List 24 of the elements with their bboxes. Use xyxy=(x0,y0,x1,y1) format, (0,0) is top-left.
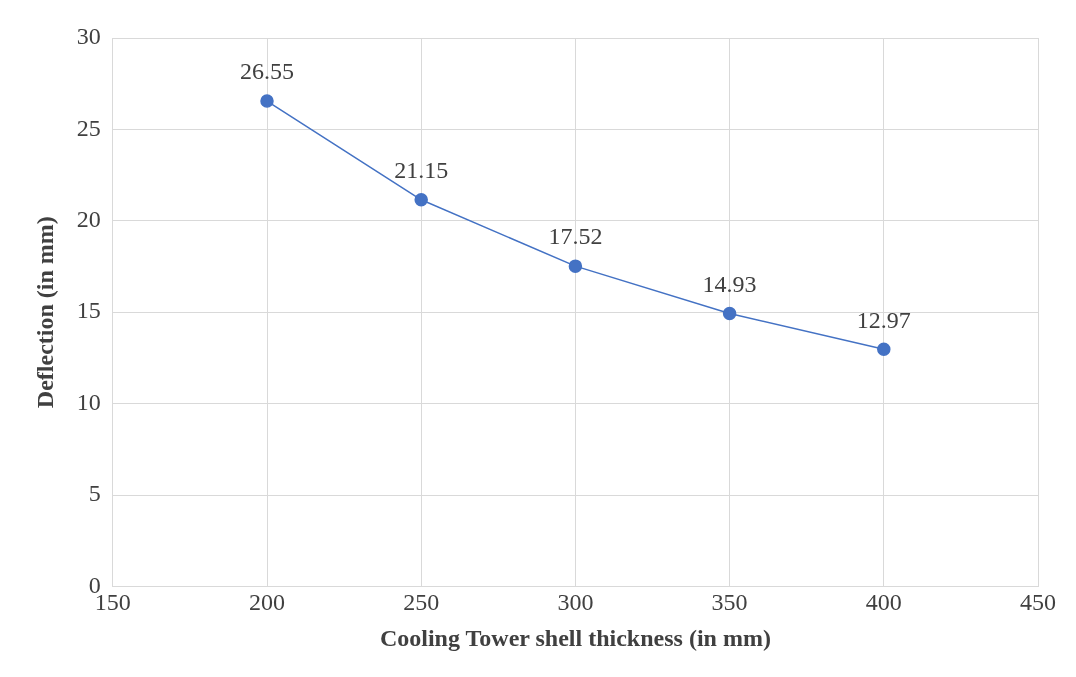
point xyxy=(877,342,891,357)
x-tick-label: 300 xyxy=(557,589,594,616)
y-tick-label: 10 xyxy=(76,388,101,415)
data-label: 26.55 xyxy=(240,58,294,85)
y-tick-label: 20 xyxy=(76,206,101,233)
x-tick-label: 450 xyxy=(1020,589,1056,616)
x-tick-label: 200 xyxy=(249,589,285,616)
point xyxy=(414,193,428,207)
data-label: 12.97 xyxy=(856,306,911,333)
data-label: 14.93 xyxy=(702,270,757,297)
y-tick-label: 5 xyxy=(88,480,101,507)
x-tick-label: 400 xyxy=(865,589,902,616)
y-axis-title: Deflection (in mm) xyxy=(31,216,58,409)
x-axis-title: Cooling Tower shell thickness (in mm) xyxy=(379,624,771,651)
x-tick-label: 250 xyxy=(403,589,440,616)
data-label: 21.15 xyxy=(394,157,449,184)
data-label: 17.52 xyxy=(548,223,603,250)
y-tick-label: 15 xyxy=(76,297,101,324)
point xyxy=(568,259,583,273)
point xyxy=(722,306,737,321)
y-tick-label: 30 xyxy=(76,23,101,50)
y-tick-label: 25 xyxy=(76,114,101,141)
x-tick-label: 350 xyxy=(711,589,748,616)
point xyxy=(260,94,274,108)
